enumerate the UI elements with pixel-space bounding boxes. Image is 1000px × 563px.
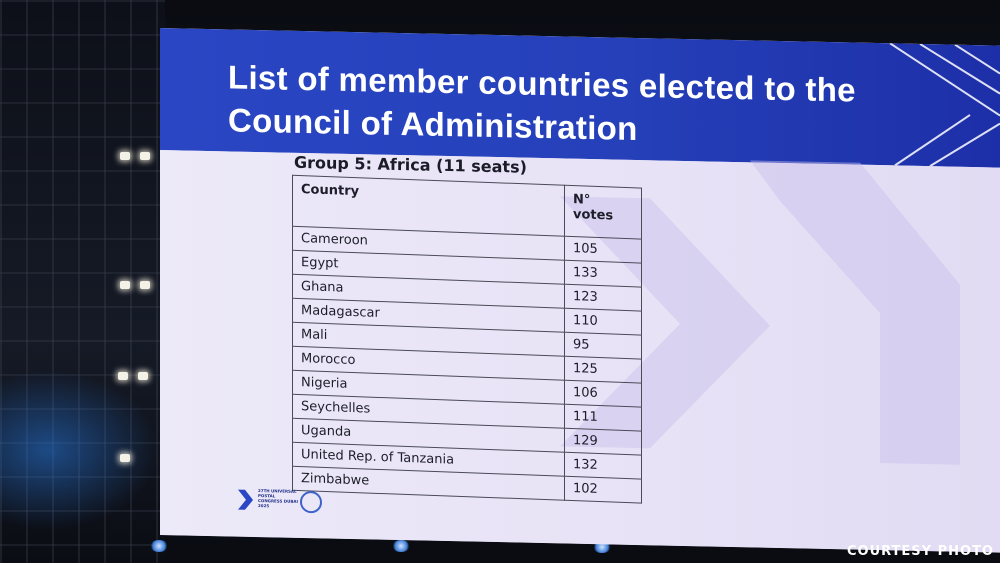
- votes-cell: 129: [564, 428, 642, 456]
- stage-blue-glow: [0, 370, 160, 530]
- congress-logo-text: 27TH UNIVERSAL POSTAL CONGRESS DUBAI 202…: [258, 488, 298, 509]
- votes-cell: 125: [564, 356, 642, 384]
- chevron-watermark-icon: [560, 160, 960, 465]
- votes-cell: 105: [564, 236, 642, 264]
- stage-light: [138, 372, 148, 380]
- upu-congress-chevron-logo-icon: [238, 489, 253, 510]
- un-emblem-icon: [300, 490, 322, 514]
- votes-cell: 133: [564, 260, 642, 288]
- votes-cell: 132: [564, 452, 642, 480]
- photo-credit: COURTESY PHOTO: [846, 544, 994, 559]
- floor-spotlight: [150, 540, 168, 552]
- votes-cell: 102: [564, 476, 642, 504]
- votes-cell: 123: [564, 284, 642, 312]
- votes-cell: 110: [564, 308, 642, 336]
- slide-header: List of member countries elected to the …: [160, 28, 1000, 168]
- stage-light: [140, 281, 150, 289]
- stage-light: [120, 454, 130, 462]
- floor-spotlight: [392, 540, 410, 552]
- projection-screen: List of member countries elected to the …: [160, 28, 1000, 553]
- election-results-table: Country N° votes Cameroon 105 Egypt 133 Gh…: [292, 175, 642, 504]
- votes-cell: 111: [564, 404, 642, 432]
- stage-light: [140, 152, 150, 160]
- slide-title: List of member countries elected to the …: [228, 58, 856, 148]
- stage-light: [120, 152, 130, 160]
- congress-logo: 27TH UNIVERSAL POSTAL CONGRESS DUBAI 202…: [236, 488, 336, 520]
- votes-cell: 106: [564, 380, 642, 408]
- stage-light: [118, 372, 128, 380]
- column-header-votes: N° votes: [564, 185, 642, 240]
- stage-light: [120, 281, 130, 289]
- decorative-chevron-lines-icon: [889, 42, 1000, 167]
- votes-cell: 95: [564, 332, 642, 360]
